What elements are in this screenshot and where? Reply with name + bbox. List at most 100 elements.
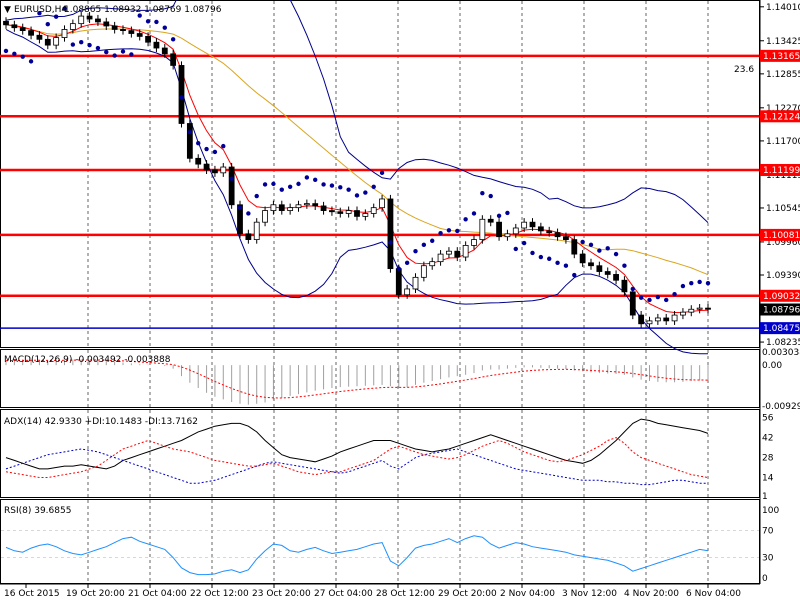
rsi-tick-label: 100: [762, 506, 779, 516]
price-tick-label: 1.08235: [766, 338, 800, 348]
psar-dot: [463, 217, 468, 222]
candle-body: [345, 210, 352, 214]
fast-ema-line: [5, 23, 709, 314]
psar-dot: [179, 95, 184, 100]
psar-dot: [196, 141, 201, 146]
candle-body: [512, 227, 519, 235]
candle-body: [604, 271, 611, 275]
candle-body: [44, 38, 51, 46]
psar-dot: [363, 190, 368, 195]
psar-dot: [496, 213, 502, 218]
psar-dot: [287, 184, 293, 189]
candle-body: [295, 204, 302, 209]
psar-dot: [488, 193, 493, 199]
candle-body: [228, 166, 235, 206]
candle-body: [354, 210, 360, 217]
psar-dot: [254, 193, 259, 199]
psar-dot: [45, 22, 50, 27]
candle-body: [145, 36, 151, 43]
psar-dot: [563, 263, 569, 268]
psar-dot: [555, 260, 560, 266]
candle-body: [571, 239, 578, 255]
psar-dot: [62, 6, 67, 11]
symbol-label: EURUSD,H4: [14, 5, 67, 15]
time-tick-label: 21 Oct 04:00: [128, 589, 187, 599]
time-tick-label: 28 Oct 12:00: [376, 589, 435, 599]
psar-dot: [354, 193, 360, 198]
time-tick-label: 16 Oct 2015: [4, 589, 60, 599]
candle-body: [11, 24, 18, 29]
psar-dot: [647, 297, 652, 303]
candle-body: [554, 232, 561, 238]
adx-tick-label: 1: [762, 492, 768, 502]
psar-dot: [438, 231, 443, 236]
price-indicators: [5, 0, 709, 355]
candle-body: [462, 245, 469, 258]
level-label: 1.08475: [763, 324, 800, 334]
plus-di-line: [5, 448, 708, 486]
price-tick-label: 1.10545: [766, 204, 800, 214]
price-tick-label: 1.11700: [766, 137, 800, 147]
candle-body: [153, 41, 160, 49]
psar-dot: [79, 40, 84, 45]
psar-dot: [120, 49, 126, 54]
psar-dot: [705, 280, 711, 286]
psar-dot: [630, 286, 635, 292]
candle-body: [412, 276, 419, 290]
rsi-tick-label: 70: [762, 526, 774, 536]
adx-tick-label: 14: [762, 473, 774, 483]
level-label: 1.09032: [763, 292, 800, 302]
candle-body: [337, 211, 344, 214]
price-tick-label: 1.09960: [766, 238, 800, 248]
psar-dot: [212, 149, 218, 155]
adx-tick-label: 28: [762, 454, 774, 464]
candle-body: [696, 307, 703, 310]
adx-title: ADX(14) 42.9330 +DI:10.1483 -DI:13.7162: [4, 417, 198, 427]
candle-body: [95, 18, 101, 23]
psar-dot: [572, 272, 577, 278]
candle-body: [312, 203, 319, 207]
slow-ma-line: [5, 24, 709, 276]
level-label: 1.12124: [763, 112, 800, 122]
candle-body: [546, 230, 553, 234]
candle-body: [303, 203, 310, 206]
candle-body: [320, 205, 327, 211]
psar-dot: [187, 130, 193, 135]
candle-body: [446, 250, 452, 255]
menu-triangle-icon[interactable]: ▼: [4, 5, 11, 15]
psar-dot: [154, 19, 159, 25]
psar-dot: [271, 181, 276, 187]
bollinger-lower: [5, 28, 708, 355]
time-tick-label: 19 Oct 20:00: [66, 589, 125, 599]
psar-dot: [680, 283, 686, 289]
psar-dot: [70, 42, 76, 47]
time-tick-label: 6 Nov 04:00: [686, 589, 741, 599]
candle-body: [203, 163, 210, 171]
psar-dot: [505, 210, 510, 216]
candle-body: [237, 204, 243, 235]
candle-body: [178, 65, 185, 124]
candle-body: [613, 274, 619, 281]
candle-body: [170, 53, 177, 66]
psar-dot: [404, 260, 410, 266]
psar-dot: [622, 263, 627, 268]
psar-dot: [137, 13, 142, 18]
psar-dot: [547, 256, 552, 261]
candle-body: [437, 253, 444, 263]
time-tick-label: 3 Nov 12:00: [562, 589, 617, 599]
psar-dot: [321, 182, 326, 187]
candle-body: [53, 37, 60, 46]
psar-dot: [455, 228, 460, 234]
adx-tick-label: 42: [762, 434, 773, 444]
candle-body: [629, 291, 636, 316]
candle-body: [579, 253, 586, 264]
psar-dot: [580, 239, 585, 245]
candle-body: [387, 198, 394, 270]
psar-dot: [613, 251, 619, 257]
psar-dot: [396, 266, 401, 271]
candle-body: [680, 311, 686, 316]
candle-body: [278, 204, 285, 211]
rsi-title: RSI(8) 39.6855: [4, 506, 71, 516]
parabolic-sar-dots: [3, 6, 711, 303]
